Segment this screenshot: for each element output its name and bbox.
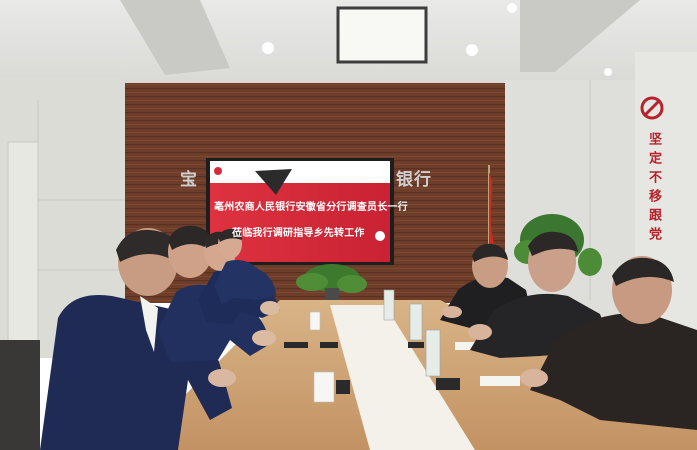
glass-cup <box>425 329 441 377</box>
wall-left-door <box>7 141 39 358</box>
ceiling-beam-right <box>520 0 640 72</box>
name-plate <box>436 378 460 390</box>
vertical-slogan: 坚定不移跟党 <box>646 132 661 246</box>
ceiling-spotlight <box>507 3 517 13</box>
ceiling-spotlight <box>262 42 274 54</box>
screen-top-band <box>210 161 390 183</box>
screen-title-line-1: 亳州农商人民银行安徽省分行调查员长一行 <box>214 202 408 213</box>
name-plate <box>320 342 338 348</box>
screen-logo-icon <box>214 167 222 175</box>
table-runner <box>330 305 475 450</box>
ceiling-beam-left <box>120 0 230 75</box>
paper <box>480 376 520 386</box>
potted-plant-center <box>296 264 367 300</box>
name-plate <box>408 342 424 348</box>
glass-cup <box>409 303 423 341</box>
name-plate <box>336 380 350 394</box>
person-right-front <box>520 256 697 430</box>
person-left-fourth <box>214 228 276 304</box>
ceiling-spotlight <box>604 68 612 76</box>
ceiling-light-panel <box>336 6 428 64</box>
screen-graphic <box>255 169 292 195</box>
screen-emblem-icon <box>375 231 385 241</box>
glass-cup <box>309 311 321 331</box>
chair <box>0 340 40 450</box>
ceiling-spotlight <box>466 44 478 56</box>
screen-title-line-2: 莅临我行调研指导乡先转工作 <box>232 228 365 239</box>
glass-cup <box>383 289 395 321</box>
bank-sign-right: 银行 <box>396 170 432 190</box>
party-emblem-icon <box>640 96 664 120</box>
name-plate <box>284 342 308 348</box>
flag <box>489 172 494 244</box>
bank-sign-left: 宝 <box>180 170 198 190</box>
glass-cup <box>313 371 335 403</box>
